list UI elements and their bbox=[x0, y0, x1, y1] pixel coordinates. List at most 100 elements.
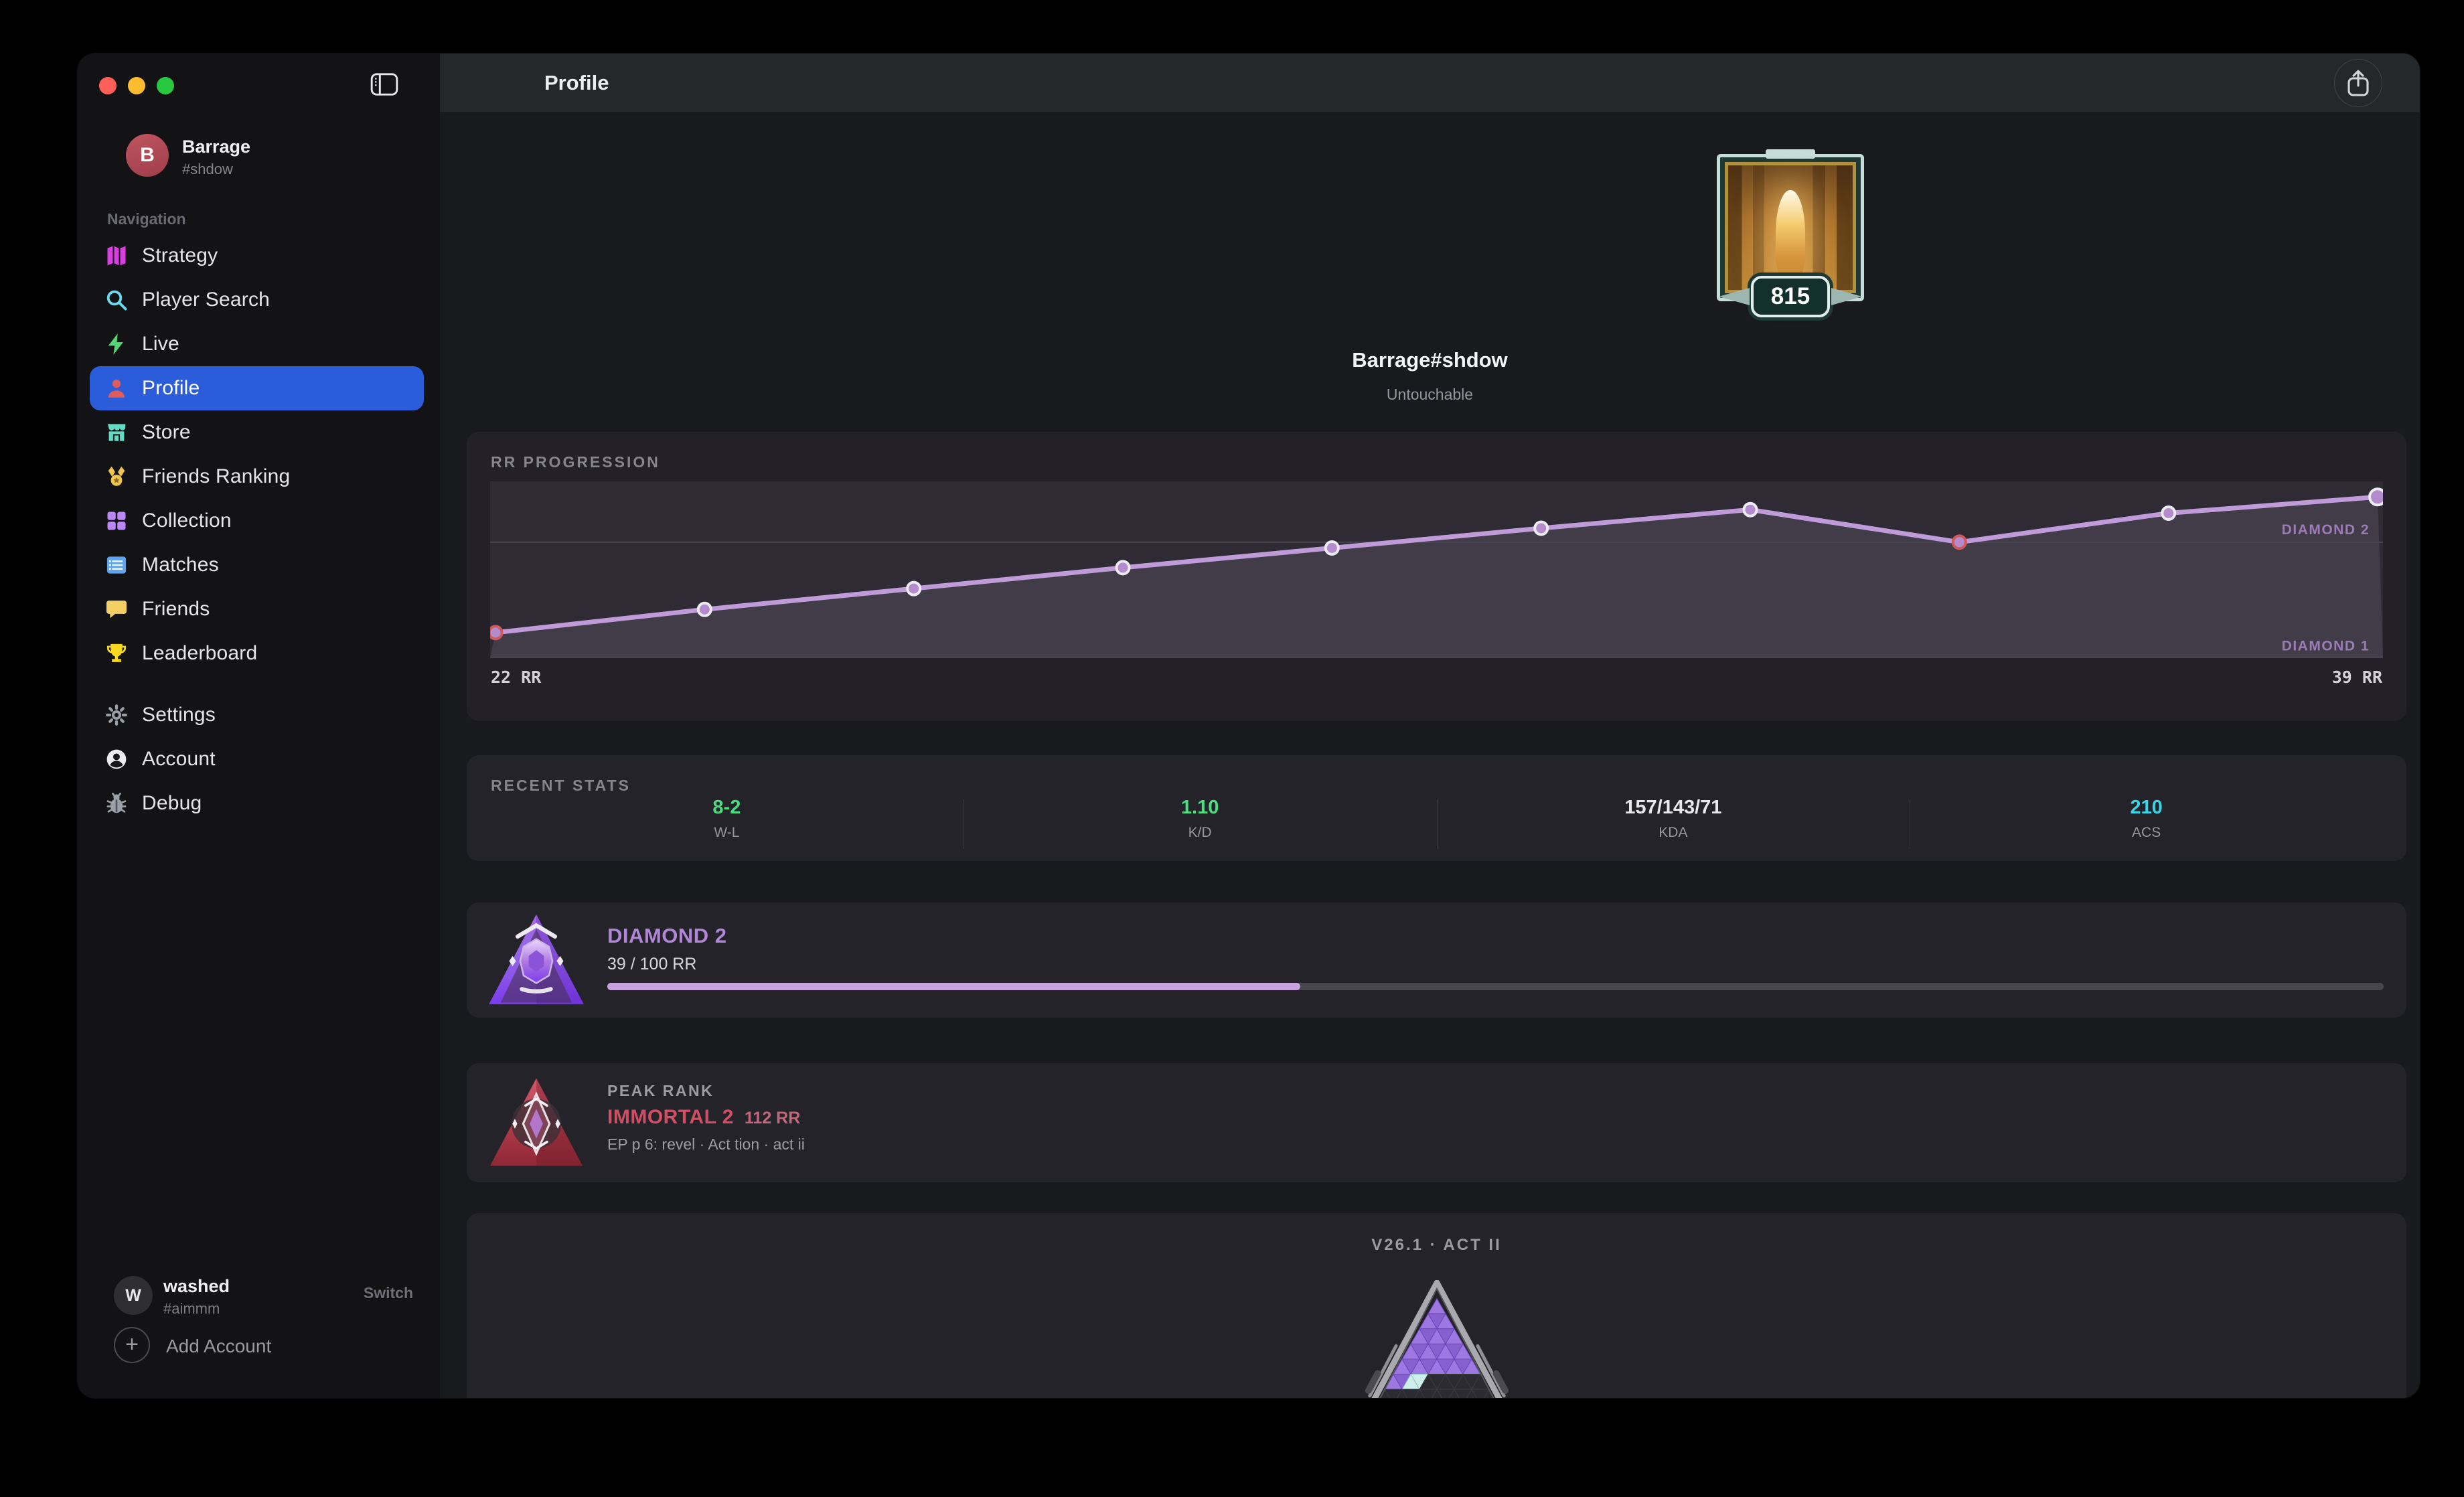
sidebar-item-profile[interactable]: Profile bbox=[90, 366, 424, 410]
main-content: Profile 815 Barrage#shdow Untouchable RR… bbox=[440, 54, 2420, 1398]
trophy-icon bbox=[104, 641, 129, 665]
sidebar-item-label: Store bbox=[142, 421, 191, 443]
peak-rank-line: IMMORTAL 2 112 RR bbox=[607, 1106, 800, 1129]
chat-icon bbox=[104, 597, 129, 621]
sidebar-item-label: Collection bbox=[142, 509, 232, 532]
page-title: Profile bbox=[544, 71, 609, 94]
svg-text:DIAMOND 2: DIAMOND 2 bbox=[2282, 522, 2370, 538]
share-button[interactable] bbox=[2334, 59, 2382, 107]
secondary-account-tag: #aimmm bbox=[163, 1300, 220, 1317]
sidebar-item-label: Debug bbox=[142, 792, 202, 814]
minimize-window-button[interactable] bbox=[128, 77, 145, 94]
stat-label: KDA bbox=[1659, 825, 1688, 840]
stat-value: 157/143/71 bbox=[1624, 797, 1722, 818]
sidebar-item-live[interactable]: Live bbox=[90, 322, 424, 366]
sidebar-item-label: Account bbox=[142, 748, 216, 770]
stat-kda: 157/143/71 KDA bbox=[1436, 797, 1910, 852]
gear-icon bbox=[104, 703, 129, 727]
sidebar-item-label: Live bbox=[142, 333, 179, 355]
store-icon bbox=[104, 420, 129, 445]
rr-end-label: 39 RR bbox=[2331, 667, 2382, 687]
diamond-rank-badge-icon bbox=[489, 914, 584, 1005]
player-name: Barrage#shdow bbox=[1352, 348, 1508, 372]
rr-progression-chart: DIAMOND 2 DIAMOND 1 bbox=[490, 481, 2383, 658]
peak-rank-name: IMMORTAL 2 bbox=[607, 1106, 734, 1128]
search-icon bbox=[104, 288, 129, 312]
current-rank-rr: 39 / 100 RR bbox=[607, 955, 697, 973]
app-window: B Barrage #shdow Navigation Strategy Play… bbox=[78, 54, 2420, 1398]
add-account-button[interactable]: Add Account bbox=[166, 1336, 272, 1356]
stat-label: K/D bbox=[1188, 825, 1212, 840]
sidebar-item-player-search[interactable]: Player Search bbox=[90, 278, 424, 322]
season-label: V26.1 · ACT II bbox=[1371, 1236, 1502, 1254]
sidebar-item-account[interactable]: Account bbox=[90, 737, 424, 781]
list-icon bbox=[104, 553, 129, 577]
stat-value: 210 bbox=[2130, 797, 2163, 818]
switch-account-button[interactable]: Switch bbox=[363, 1284, 413, 1302]
avatar: B bbox=[126, 134, 169, 177]
sidebar-user-name: Barrage bbox=[182, 137, 251, 157]
sidebar-item-friends-ranking[interactable]: Friends Ranking bbox=[90, 455, 424, 499]
stat-acs: 210 ACS bbox=[1910, 797, 2383, 852]
close-window-button[interactable] bbox=[99, 77, 117, 94]
peak-rank-rr: 112 RR bbox=[744, 1109, 801, 1127]
sidebar-item-label: Matches bbox=[142, 554, 219, 576]
act-rank-triangle bbox=[1365, 1280, 1509, 1398]
player-card-art bbox=[1725, 162, 1856, 293]
stat-value: 8-2 bbox=[712, 797, 741, 818]
share-icon bbox=[2347, 70, 2369, 96]
sidebar-item-label: Friends bbox=[142, 598, 210, 620]
stat-w-l: 8-2 W-L bbox=[490, 797, 964, 852]
sidebar-item-store[interactable]: Store bbox=[90, 410, 424, 455]
map-icon bbox=[104, 244, 129, 268]
account-icon bbox=[104, 747, 129, 771]
sidebar-item-label: Profile bbox=[142, 377, 200, 399]
rank-progress-fill bbox=[607, 983, 1300, 990]
bug-icon bbox=[104, 791, 129, 815]
svg-text:DIAMOND 1: DIAMOND 1 bbox=[2282, 639, 2370, 654]
recent-stats-header: RECENT STATS bbox=[491, 777, 631, 794]
medal-icon bbox=[104, 465, 129, 489]
account-level-badge: 815 bbox=[1751, 276, 1830, 317]
rr-progression-panel: RR PROGRESSION DIAMOND 2 DIAMOND 1 22 RR … bbox=[467, 432, 2406, 721]
sidebar-item-label: Player Search bbox=[142, 289, 271, 311]
sidebar-item-collection[interactable]: Collection bbox=[90, 499, 424, 543]
sidebar-item-debug[interactable]: Debug bbox=[90, 781, 424, 825]
peak-rank-panel: PEAK RANK IMMORTAL 2 112 RR EP p 6: revel… bbox=[467, 1063, 2406, 1182]
zoom-window-button[interactable] bbox=[157, 77, 174, 94]
add-account-icon[interactable]: + bbox=[114, 1327, 150, 1363]
person-icon bbox=[104, 376, 129, 400]
sidebar-item-matches[interactable]: Matches bbox=[90, 543, 424, 587]
stat-value: 1.10 bbox=[1180, 797, 1219, 818]
flame-art bbox=[1775, 190, 1806, 281]
sidebar-item-leaderboard[interactable]: Leaderboard bbox=[90, 631, 424, 676]
sidebar-user-tag: #shdow bbox=[182, 161, 233, 177]
recent-stats-panel: RECENT STATS 8-2 W-L 1.10 K/D 157/143/71 KDA 2… bbox=[467, 755, 2406, 861]
rr-progression-header: RR PROGRESSION bbox=[491, 453, 660, 471]
sidebar-item-settings[interactable]: Settings bbox=[90, 693, 424, 737]
nav-list: Strategy Player Search Live Profile Store Fri… bbox=[90, 234, 424, 825]
stat-label: ACS bbox=[2132, 825, 2161, 840]
rank-progress-track bbox=[607, 983, 2384, 990]
titlebar: Profile bbox=[440, 54, 2420, 113]
nav-section-label: Navigation bbox=[107, 210, 186, 228]
player-title: Untouchable bbox=[1386, 386, 1474, 403]
secondary-account-name: washed bbox=[163, 1276, 230, 1296]
sidebar-item-label: Settings bbox=[142, 704, 216, 726]
sidebar-item-friends[interactable]: Friends bbox=[90, 587, 424, 631]
stats-row: 8-2 W-L 1.10 K/D 157/143/71 KDA 210 ACS bbox=[490, 797, 2383, 852]
immortal-rank-badge-icon bbox=[489, 1078, 583, 1166]
nav-group-gap bbox=[90, 676, 424, 693]
sidebar-toggle-icon[interactable] bbox=[370, 73, 398, 96]
peak-rank-season: EP p 6: revel · Act tion · act ii bbox=[607, 1135, 805, 1153]
secondary-account-avatar: W bbox=[114, 1276, 153, 1315]
rr-start-label: 22 RR bbox=[491, 667, 542, 687]
peak-rank-header: PEAK RANK bbox=[607, 1082, 714, 1099]
bolt-icon bbox=[104, 332, 129, 356]
sidebar-item-label: Strategy bbox=[142, 244, 218, 266]
sidebar-item-strategy[interactable]: Strategy bbox=[90, 234, 424, 278]
current-rank-panel: DIAMOND 2 39 / 100 RR bbox=[467, 902, 2406, 1018]
stat-k-d: 1.10 K/D bbox=[963, 797, 1437, 852]
sidebar: B Barrage #shdow Navigation Strategy Play… bbox=[78, 54, 440, 1398]
